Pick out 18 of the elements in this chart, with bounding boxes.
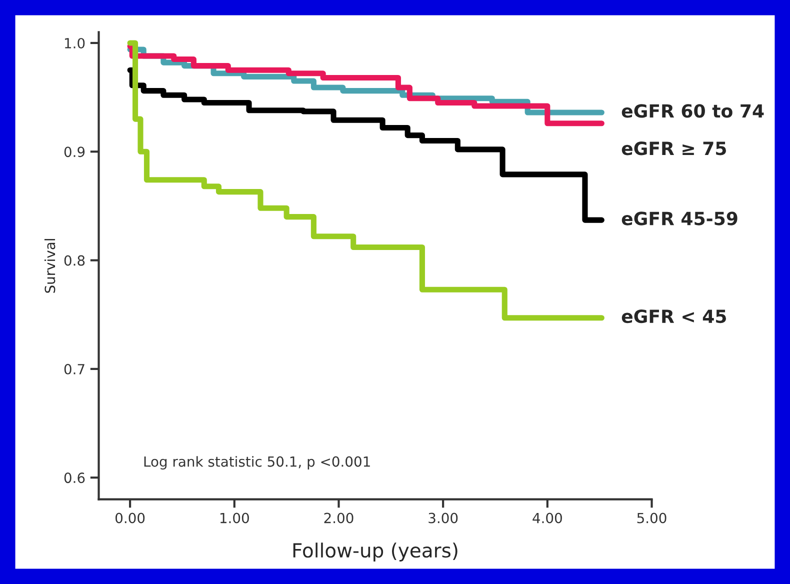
y-tick-label: 0.7	[64, 364, 84, 374]
x-tick-label: 3.00	[428, 512, 458, 524]
x-tick-label: 0.00	[116, 512, 145, 524]
series-label: eGFR ≥ 75	[622, 142, 726, 156]
x-tick-label: 5.00	[637, 512, 666, 524]
x-tick-label: 4.00	[532, 512, 562, 524]
series-label: eGFR 60 to 74	[622, 104, 764, 118]
x-tick-label: 1.00	[220, 512, 249, 524]
series-label: eGFR 45-59	[622, 212, 738, 226]
x-tick-label: 2.00	[324, 512, 354, 524]
series-label: eGFR < 45	[622, 309, 726, 324]
y-tick-label: 0.9	[64, 146, 85, 158]
y-tick-label: 0.6	[64, 472, 85, 484]
y-tick-label: 1.0	[64, 38, 85, 48]
annotation: Log rank statistic 50.1, p <0.001	[144, 456, 370, 470]
y-axis-title: Survival	[44, 239, 56, 293]
y-tick-label: 0.8	[64, 255, 85, 266]
x-axis-title: Follow-up (years)	[293, 542, 458, 562]
